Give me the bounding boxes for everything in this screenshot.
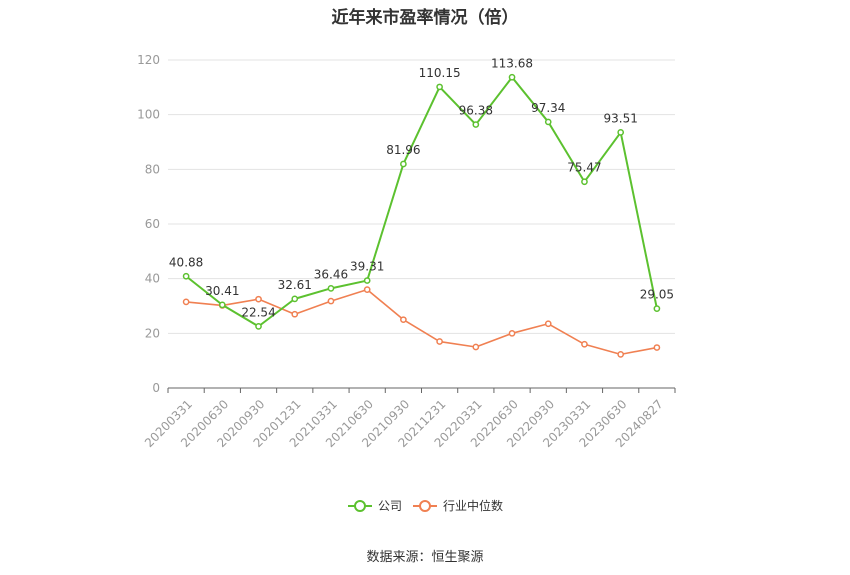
data-point xyxy=(291,295,299,303)
data-label: 22.54 xyxy=(241,305,275,319)
grid-lines xyxy=(168,59,675,334)
data-label: 36.46 xyxy=(314,267,348,281)
y-tick-label: 20 xyxy=(145,326,160,340)
series-line xyxy=(186,288,658,356)
legend-swatch-marker xyxy=(419,500,431,512)
data-point xyxy=(218,301,226,309)
y-tick-label: 100 xyxy=(137,108,160,122)
y-tick-label: 80 xyxy=(145,162,160,176)
data-point xyxy=(363,277,371,284)
data-label: 39.31 xyxy=(350,260,384,274)
data-label: 93.51 xyxy=(603,111,637,125)
y-tick-label: 120 xyxy=(137,53,160,67)
data-point xyxy=(363,286,371,293)
data-point xyxy=(472,121,480,128)
data-point xyxy=(508,329,516,337)
legend-item: 公司 xyxy=(348,499,402,513)
data-label: 97.34 xyxy=(531,101,565,115)
series xyxy=(182,73,661,358)
data-label: 110.15 xyxy=(419,66,461,80)
series-line xyxy=(185,76,658,328)
data-point xyxy=(182,298,190,306)
data-point xyxy=(182,272,190,280)
y-tick-label: 60 xyxy=(145,217,160,231)
data-point xyxy=(436,83,443,91)
data-point xyxy=(544,118,552,126)
data-point xyxy=(255,295,262,303)
data-point xyxy=(255,323,262,330)
data-label: 81.96 xyxy=(386,143,420,157)
chart-title: 近年来市盈率情况（倍） xyxy=(331,8,519,28)
data-label: 75.47 xyxy=(567,161,601,175)
legend-swatch-marker xyxy=(354,500,366,512)
data-point xyxy=(291,310,299,318)
data-point xyxy=(653,305,661,312)
data-point xyxy=(400,316,407,324)
data-point xyxy=(327,297,335,305)
data-point xyxy=(327,284,335,292)
axes: 0204060801001202020033120200630202009302… xyxy=(137,53,676,450)
data-point xyxy=(653,344,661,351)
data-label: 40.88 xyxy=(169,255,203,269)
y-tick-label: 0 xyxy=(152,381,160,395)
data-point xyxy=(400,160,407,168)
data-point xyxy=(617,129,625,136)
data-point xyxy=(581,340,588,348)
legend-item: 行业中位数 xyxy=(413,498,503,513)
data-label: 113.68 xyxy=(491,56,533,70)
data-point xyxy=(617,351,625,358)
source-note: 数据来源：恒生聚源 xyxy=(366,550,484,565)
data-label: 29.05 xyxy=(640,288,674,302)
data-label: 96.38 xyxy=(459,104,493,118)
legend-label: 行业中位数 xyxy=(443,498,503,513)
data-point xyxy=(472,343,480,351)
legend-label: 公司 xyxy=(378,499,402,513)
legend: 公司 行业中位数 xyxy=(348,498,503,513)
data-point xyxy=(544,320,552,328)
data-point xyxy=(436,338,443,345)
data-label: 32.61 xyxy=(278,278,312,292)
data-label: 30.41 xyxy=(205,284,239,298)
y-tick-label: 40 xyxy=(145,272,160,286)
data-point xyxy=(508,73,516,81)
data-point xyxy=(581,178,588,186)
